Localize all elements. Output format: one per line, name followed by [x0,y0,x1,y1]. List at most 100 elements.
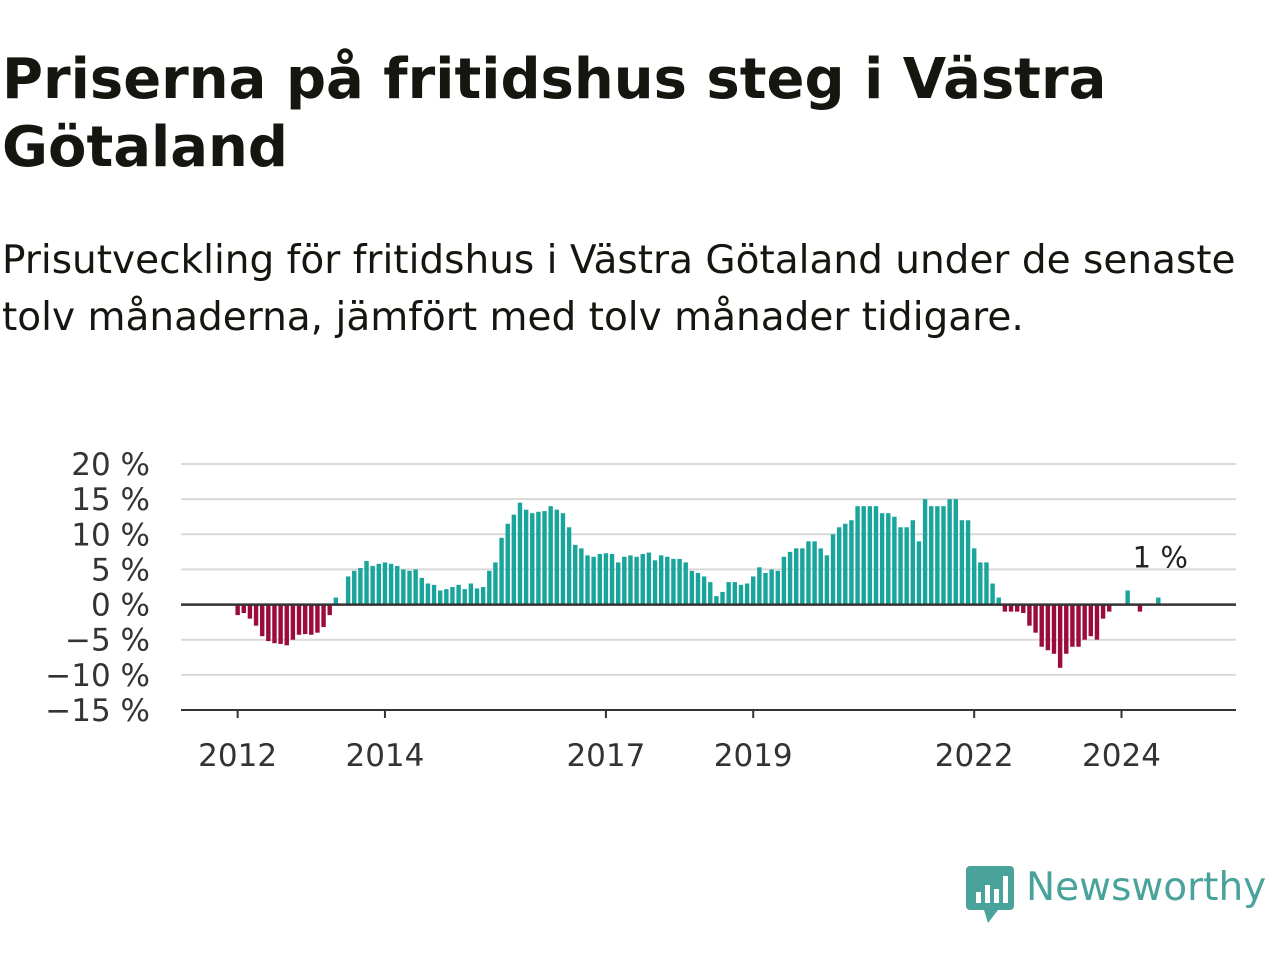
bar [290,604,296,640]
y-tick-label: 5 % [91,552,150,588]
bar [701,576,707,605]
bar [793,548,799,605]
bar [867,506,873,605]
bar [370,565,375,605]
bar [855,506,860,605]
end-value-label: 1 % [1133,541,1188,575]
bar [523,509,529,605]
x-tick-label: 2024 [1082,738,1161,774]
axes [181,603,1236,711]
bar [1094,604,1100,640]
bar [861,506,866,605]
bar [763,572,768,605]
bar [407,570,412,605]
bar [499,537,504,605]
bar [259,604,265,637]
newsworthy-logo-text: Newsworthy [1026,865,1267,910]
bar [806,541,811,605]
chart-subtitle: Prisutveckling för fritidshus i Västra G… [2,238,1236,340]
bar [321,604,326,628]
bar [437,590,443,605]
bar [247,604,253,619]
bar [474,588,480,605]
bar [996,597,1001,605]
bar [929,506,934,605]
bar [1051,604,1057,654]
bar [1137,604,1143,612]
bar [892,516,897,605]
bar [849,520,854,605]
bar [990,583,995,605]
bar [315,604,320,633]
bar [450,587,455,605]
bar [566,527,572,605]
bar [591,556,596,605]
bar [984,562,989,605]
newsworthy-logo-icon [966,866,1014,923]
bar [419,577,424,605]
bar [1027,604,1032,626]
bar [560,513,566,605]
y-tick-label: 10 % [71,517,150,553]
bar [333,597,339,605]
bar [978,562,983,605]
bar [284,604,289,646]
bar [965,520,971,605]
bar [1064,604,1069,654]
bar [640,553,645,605]
bar [910,520,916,605]
bar [530,513,535,605]
bar [1100,604,1106,619]
bar [376,563,382,605]
bar [947,499,952,605]
bar [812,541,817,605]
bar [542,511,547,605]
bar [548,506,553,605]
bar [781,556,787,605]
bar [511,514,517,605]
bar [1107,604,1112,612]
bar [738,584,744,605]
bar [456,584,461,605]
bar [579,548,584,605]
newsworthy-logo: Newsworthy [964,864,1266,924]
bar [677,558,682,605]
bar [836,527,842,605]
bar [941,506,946,605]
bar [603,553,609,605]
bar [573,544,578,605]
bar [935,506,940,605]
bar [757,567,762,605]
bar [886,513,891,605]
bar [1002,604,1008,612]
bar [959,520,965,605]
y-tick-label: −5 % [65,623,150,659]
bar [517,502,523,605]
bar [296,604,302,635]
bar [971,548,977,605]
bar [1088,604,1094,637]
bar [665,556,670,605]
bar [1082,604,1087,640]
bar [1125,590,1130,605]
bar [1008,604,1014,612]
bar [468,583,474,605]
x-axis-labels: 2012 2014 2017 2019 2022 2024 [198,710,1161,774]
y-axis-labels: 20 %15 %10 %5 %0 %−5 %−10 %−15 % [45,447,150,729]
bar [395,565,400,605]
bar [751,576,756,605]
bar [388,563,394,605]
bar [879,513,885,605]
bar [493,562,498,605]
bars [235,499,1161,668]
bar [953,499,958,605]
bar [628,555,633,605]
bar [1039,604,1044,647]
bar [327,604,332,616]
bar [272,604,277,644]
bar [830,534,836,605]
grid-lines [181,463,1236,676]
bar [720,591,725,605]
bar [1070,604,1075,647]
bar [818,548,823,605]
